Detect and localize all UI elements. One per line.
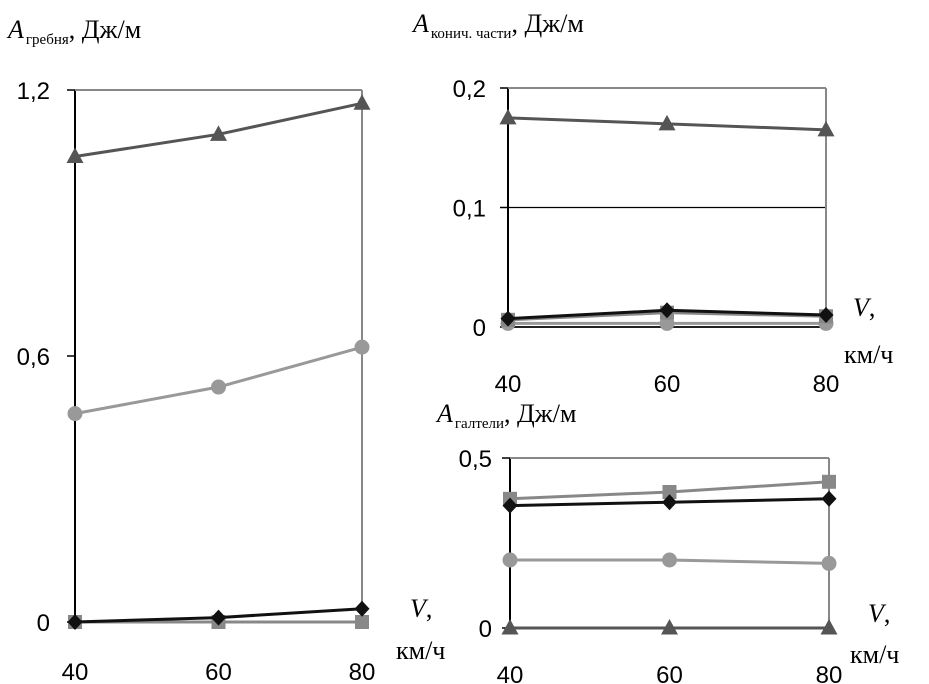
chart-galtel-plot: 0 0,5 40 60 80 bbox=[459, 446, 843, 684]
chart-galtel-ylabel-unit: , Дж/м bbox=[504, 399, 576, 428]
x-tick-label: 80 bbox=[816, 662, 843, 684]
y-tick-label: 0,1 bbox=[453, 196, 486, 223]
x-tick-label: 60 bbox=[656, 662, 683, 684]
chart-greben-plot: 0 0,6 1,2 40 60 80 bbox=[17, 78, 376, 684]
y-tick-label: 0,6 bbox=[17, 344, 50, 371]
data-point-diamond bbox=[211, 609, 226, 626]
chart-greben-ylabel-sub: гребня bbox=[26, 32, 69, 48]
chart-konich-ylabel-main: A bbox=[411, 9, 429, 38]
data-point-diamond bbox=[500, 310, 516, 327]
x-tick-label: 60 bbox=[654, 371, 681, 398]
chart-greben-ylabel-main: A bbox=[6, 15, 24, 44]
x-tick-label: 40 bbox=[62, 659, 89, 684]
data-point-triangle bbox=[353, 94, 371, 110]
chart-konich-xlabel-v: V, bbox=[853, 293, 875, 322]
data-point-circle bbox=[67, 406, 83, 422]
data-point-triangle bbox=[499, 108, 517, 125]
chart-greben-xlabel-v: V, bbox=[410, 594, 432, 623]
x-tick-label: 80 bbox=[813, 371, 840, 398]
data-point-circle bbox=[659, 315, 675, 331]
x-tick-label: 40 bbox=[497, 662, 524, 684]
data-point-diamond bbox=[502, 497, 518, 514]
y-tick-label: 0,2 bbox=[453, 76, 486, 103]
chart-greben-ylabel-unit: , Дж/м bbox=[69, 15, 141, 44]
data-point-diamond bbox=[662, 494, 677, 511]
chart-konich-ylabel-sub: конич. части bbox=[431, 26, 512, 42]
data-point-circle bbox=[502, 552, 518, 568]
data-point-circle bbox=[211, 379, 226, 395]
y-tick-label: 0 bbox=[479, 616, 492, 643]
x-tick-label: 60 bbox=[205, 659, 232, 684]
y-tick-label: 0 bbox=[473, 315, 486, 342]
data-point-circle bbox=[821, 555, 837, 571]
data-point-triangle bbox=[66, 147, 84, 163]
x-tick-label: 80 bbox=[349, 659, 376, 684]
data-point-circle bbox=[662, 552, 677, 568]
data-point-square bbox=[662, 485, 677, 499]
chart-galtel-xlabel-unit: км/ч bbox=[850, 640, 899, 669]
data-point-triangle bbox=[210, 125, 227, 141]
y-tick-label: 0,5 bbox=[459, 446, 492, 473]
data-point-circle bbox=[354, 339, 370, 355]
data-point-diamond bbox=[821, 490, 837, 507]
data-point-diamond bbox=[354, 600, 370, 617]
data-point-square bbox=[822, 474, 836, 489]
chart-konich-xlabel-unit: км/ч bbox=[844, 340, 893, 369]
chart-galtel-xlabel-v: V, bbox=[868, 599, 890, 628]
data-point-diamond bbox=[67, 614, 83, 630]
y-tick-label: 1,2 bbox=[17, 78, 50, 105]
data-point-square bbox=[355, 615, 369, 629]
data-point-triangle bbox=[501, 619, 519, 635]
data-point-diamond bbox=[818, 307, 834, 324]
data-point-diamond bbox=[659, 302, 675, 319]
data-point-triangle bbox=[817, 120, 835, 137]
data-point-triangle bbox=[661, 619, 678, 635]
x-tick-label: 40 bbox=[495, 371, 522, 398]
chart-galtel-ylabel-sub: галтели bbox=[455, 416, 504, 432]
chart-greben-xlabel-unit: км/ч bbox=[396, 636, 445, 665]
chart-galtel-ylabel-main: A bbox=[435, 399, 453, 428]
data-point-triangle bbox=[658, 114, 676, 131]
y-tick-label: 0 bbox=[37, 610, 50, 637]
chart-konich-plot: 0 0,1 0,2 40 60 80 bbox=[453, 76, 840, 398]
data-point-triangle bbox=[820, 619, 838, 635]
chart-konich-ylabel-unit: , Дж/м bbox=[511, 9, 583, 38]
